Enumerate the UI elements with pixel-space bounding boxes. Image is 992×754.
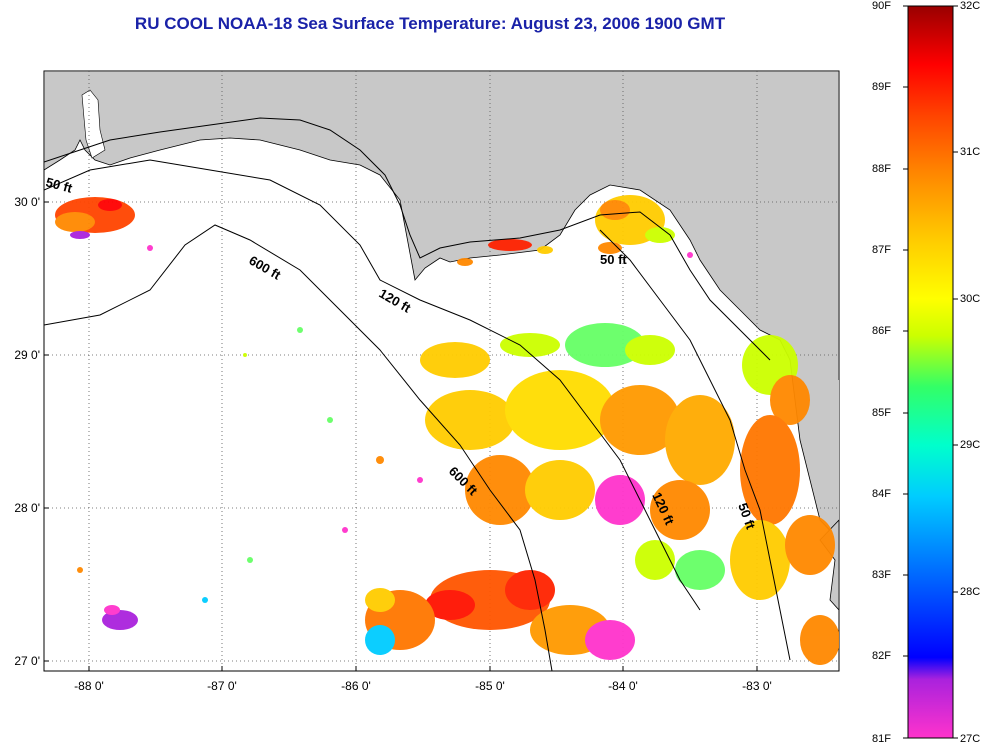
colorbar-c-label: 29C (960, 439, 981, 451)
colorbar-f-label: 86F (872, 325, 891, 337)
lat-tick-label: 29 0' (14, 348, 40, 362)
colorbar-f-label: 88F (872, 163, 891, 175)
colorbar-f-label: 90F (872, 0, 891, 12)
colorbar-c-label: 31C (960, 146, 981, 158)
lat-tick-label: 28 0' (14, 501, 40, 515)
colorbar (907, 5, 954, 739)
colorbar-f-label: 83F (872, 569, 891, 581)
land-bay (81, 89, 106, 159)
lon-tick-label: -84 0' (608, 679, 638, 693)
colorbar-f-label: 87F (872, 244, 891, 256)
colorbar-c-label: 32C (960, 0, 981, 12)
bathymetry-contours (44, 117, 791, 671)
colorbar-f-label: 81F (872, 733, 891, 745)
contour-label-50ft-right-top: 50 ft (600, 252, 627, 267)
lat-tick-label: 30 0' (14, 195, 40, 209)
lon-tick-label: -87 0' (207, 679, 237, 693)
colorbar-f-label: 89F (872, 81, 891, 93)
lat-tick-label: 27 0' (14, 654, 40, 668)
colorbar-f-label: 84F (872, 488, 891, 500)
contour-600ft (44, 224, 553, 671)
contour-50ft (44, 117, 771, 361)
map-content: 50 ft 600 ft 120 ft 50 ft 600 ft 120 ft … (44, 71, 839, 671)
contour-label-50ft-top: 50 ft (44, 174, 74, 196)
land-se-strip (825, 380, 839, 520)
colorbar-ticks (903, 5, 958, 739)
contour-120ft (44, 159, 701, 611)
chart-title: RU COOL NOAA-18 Sea Surface Temperature:… (134, 14, 726, 33)
lon-tick-label: -88 0' (74, 679, 104, 693)
colorbar-c-label: 30C (960, 293, 981, 305)
colorbar-c-label: 28C (960, 586, 981, 598)
colorbar-c-label: 27C (960, 733, 981, 745)
lon-tick-label: -85 0' (475, 679, 505, 693)
contour-50ft-east (599, 229, 791, 661)
lon-tick-label: -86 0' (341, 679, 371, 693)
lon-tick-label: -83 0' (742, 679, 772, 693)
colorbar-f-label: 82F (872, 650, 891, 662)
axis-ticks (44, 201, 758, 671)
colorbar-f-label: 85F (872, 407, 891, 419)
